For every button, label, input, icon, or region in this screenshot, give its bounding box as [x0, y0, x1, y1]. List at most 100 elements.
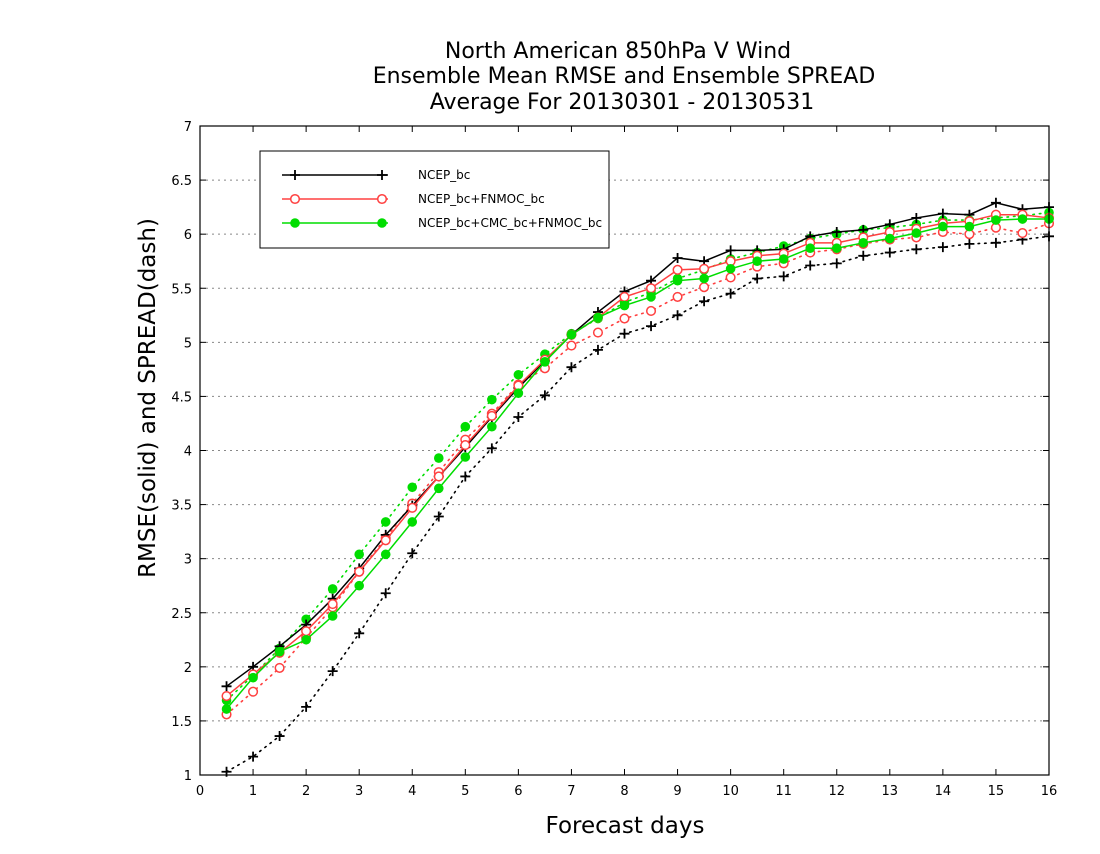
- rmse-point: [327, 611, 338, 621]
- y-tick-label: 2: [184, 661, 192, 676]
- rmse-point: [486, 410, 497, 421]
- spread-point: [566, 340, 577, 351]
- x-tick-label: 2: [302, 784, 310, 799]
- rmse-point: [937, 208, 948, 219]
- rmse-point: [778, 254, 789, 264]
- spread-point: [937, 242, 948, 253]
- legend-marker-left: [290, 170, 300, 180]
- spread-point: [486, 443, 497, 454]
- spread-point: [646, 321, 657, 332]
- spread-point: [831, 258, 842, 269]
- rmse-point: [487, 421, 497, 432]
- spread-point: [699, 282, 710, 293]
- rmse-point: [699, 273, 709, 284]
- axis-ticks: [199, 125, 1050, 776]
- y-tick-label: 1.5: [171, 715, 192, 730]
- x-tick-label: 0: [196, 784, 204, 799]
- y-tick-labels: 1 1.5 2 2.5 3 3.5 4 4.5 5 5.5 6 6.5 7: [171, 120, 192, 784]
- series-2-spread: [221, 207, 1054, 706]
- rmse-point: [274, 646, 285, 657]
- rmse-point: [990, 197, 1001, 208]
- rmse-point: [831, 243, 842, 254]
- rmse-point: [991, 215, 1001, 225]
- rmse-point: [248, 672, 258, 683]
- spread-point: [248, 751, 259, 762]
- series-0-rmse: [221, 197, 1054, 692]
- x-tick-label: 1: [249, 784, 257, 799]
- series-1-rmse: [221, 209, 1055, 702]
- spread-point: [433, 453, 444, 463]
- spread-point: [248, 686, 259, 697]
- legend-entry-1: NCEP_bc+FNMOC_bc: [282, 192, 545, 206]
- rmse-point: [672, 264, 683, 275]
- legend-marker-right: [377, 170, 387, 180]
- rmse-point: [380, 549, 391, 560]
- legend-marker-right: [376, 193, 388, 205]
- title-line-2: Ensemble Mean RMSE and Ensemble SPREAD: [373, 64, 876, 89]
- spread-point: [884, 247, 895, 258]
- rmse-point: [433, 471, 444, 482]
- rmse-line: [226, 213, 1050, 697]
- spread-point: [725, 288, 736, 299]
- x-tick-label: 8: [620, 784, 628, 799]
- rmse-point: [646, 292, 656, 302]
- rmse-point: [885, 233, 895, 244]
- spread-point: [513, 411, 524, 422]
- x-tick-label: 14: [935, 784, 952, 799]
- legend-marker-right: [377, 218, 387, 228]
- spread-point: [274, 662, 285, 673]
- rmse-point: [911, 228, 922, 238]
- title-line-3: Average For 20130301 - 20130531: [430, 90, 815, 115]
- spread-point: [672, 310, 683, 321]
- legend-label: NCEP_bc+CMC_bc+FNMOC_bc: [418, 216, 602, 230]
- x-tick-label: 9: [673, 784, 681, 799]
- legend-entry-2: NCEP_bc+CMC_bc+FNMOC_bc: [282, 216, 602, 230]
- spread-point: [1017, 228, 1028, 239]
- spread-point: [858, 250, 869, 261]
- x-tick-label: 10: [722, 784, 739, 799]
- plot-series: [221, 197, 1055, 777]
- y-axis-label: RMSE(solid) and SPREAD(dash): [135, 218, 161, 578]
- rmse-point: [725, 245, 736, 256]
- y-tick-label: 5.5: [171, 282, 192, 297]
- rmse-point: [301, 634, 311, 645]
- spread-line: [225, 235, 1050, 773]
- spread-point: [592, 344, 603, 355]
- x-tick-label: 11: [775, 784, 792, 799]
- rmse-point: [805, 243, 816, 254]
- spread-point: [725, 272, 736, 283]
- rmse-point: [858, 238, 869, 248]
- series-1-spread: [221, 218, 1055, 720]
- spread-point: [354, 628, 365, 639]
- x-tick-label: 16: [1041, 784, 1058, 799]
- series-2-rmse: [221, 214, 1054, 714]
- spread-point: [380, 517, 391, 527]
- spread-point: [592, 327, 604, 338]
- x-tick-label: 12: [828, 784, 845, 799]
- spread-point: [778, 271, 789, 282]
- spread-point: [699, 296, 710, 307]
- rmse-point: [354, 566, 365, 577]
- spread-point: [487, 394, 497, 405]
- x-tick-label: 6: [514, 784, 522, 799]
- rmse-point: [221, 690, 232, 702]
- rmse-point: [460, 440, 471, 451]
- y-tick-label: 6: [184, 228, 192, 243]
- title-line-1: North American 850hPa V Wind: [445, 39, 791, 64]
- rmse-line: [226, 202, 1050, 687]
- grid-lines: [200, 179, 1049, 722]
- rmse-point: [645, 283, 657, 294]
- spread-point: [274, 731, 285, 742]
- chart-title: North American 850hPa V Wind Ensemble Me…: [373, 39, 876, 115]
- spread-point: [539, 390, 550, 401]
- legend-label: NCEP_bc+FNMOC_bc: [418, 192, 545, 206]
- rmse-point: [964, 221, 975, 232]
- spread-point: [354, 549, 364, 560]
- rmse-point: [354, 580, 364, 591]
- spread-point: [301, 701, 312, 712]
- y-tick-label: 3.5: [171, 499, 192, 514]
- rmse-point: [752, 256, 762, 267]
- spread-point: [619, 328, 630, 339]
